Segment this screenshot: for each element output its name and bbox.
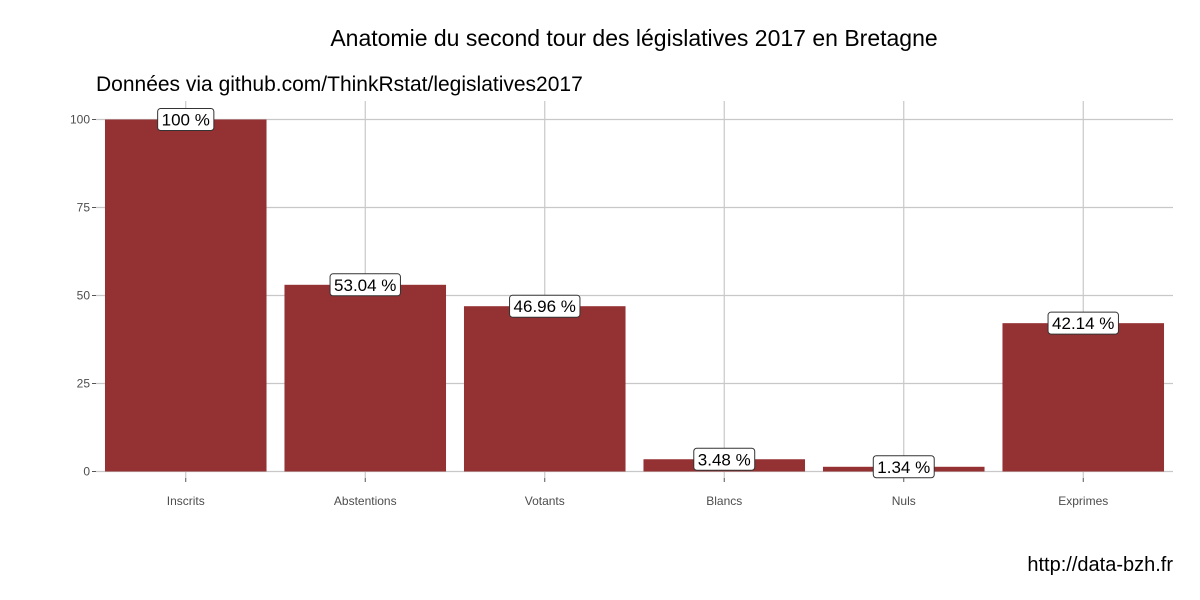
x-tick-label: Exprimes — [1058, 494, 1108, 508]
data-label: 53.04 % — [329, 273, 401, 297]
bar-votants — [463, 306, 626, 472]
data-label-text: 3.48 % — [698, 450, 751, 469]
chart-subtitle: Données via github.com/ThinkRstat/legisl… — [96, 73, 583, 96]
x-tick-label: Votants — [525, 494, 565, 508]
bars — [104, 119, 1165, 472]
data-label-box — [1047, 311, 1119, 335]
data-label-text: 46.96 % — [514, 297, 576, 316]
bar-exprimes — [1002, 323, 1165, 472]
data-label: 42.14 % — [1047, 311, 1119, 335]
bar-abstentions — [284, 284, 447, 472]
y-tick-label: 100 — [70, 113, 90, 127]
data-label-box — [693, 447, 756, 471]
data-label: 3.48 % — [693, 447, 756, 471]
chart-caption: http://data-bzh.fr — [1027, 554, 1173, 576]
y-tick-label: 25 — [77, 377, 91, 391]
data-labels: 100 % 53.04 % 46.96 % 3.48 % 1.34 % 42.14 % — [157, 108, 1119, 479]
y-tick-label: 0 — [83, 465, 90, 479]
chart-title: Anatomie du second tour des législatives… — [330, 25, 937, 51]
data-label-text: 53.04 % — [334, 276, 396, 295]
x-tick-label: Nuls — [892, 494, 916, 508]
data-label: 1.34 % — [872, 455, 935, 479]
data-label-box — [509, 294, 581, 318]
y-axis: 0 25 50 75 100 — [70, 113, 96, 479]
data-label-box — [872, 455, 935, 479]
x-tick-label: Blancs — [706, 494, 742, 508]
y-tick-label: 75 — [77, 201, 91, 215]
data-label: 46.96 % — [509, 294, 581, 318]
data-label-text: 1.34 % — [877, 458, 930, 477]
data-label-box — [329, 273, 401, 297]
x-tick-label: Abstentions — [334, 494, 397, 508]
data-label-text: 100 % — [162, 111, 210, 130]
data-label: 100 % — [157, 108, 215, 131]
y-tick-label: 50 — [77, 289, 91, 303]
data-label-text: 42.14 % — [1052, 314, 1114, 333]
data-label-box — [157, 108, 215, 131]
bar-inscrits — [104, 119, 267, 472]
x-tick-label: Inscrits — [167, 494, 205, 508]
x-axis: Inscrits Abstentions Votants Blancs Nuls Expr… — [167, 478, 1108, 508]
